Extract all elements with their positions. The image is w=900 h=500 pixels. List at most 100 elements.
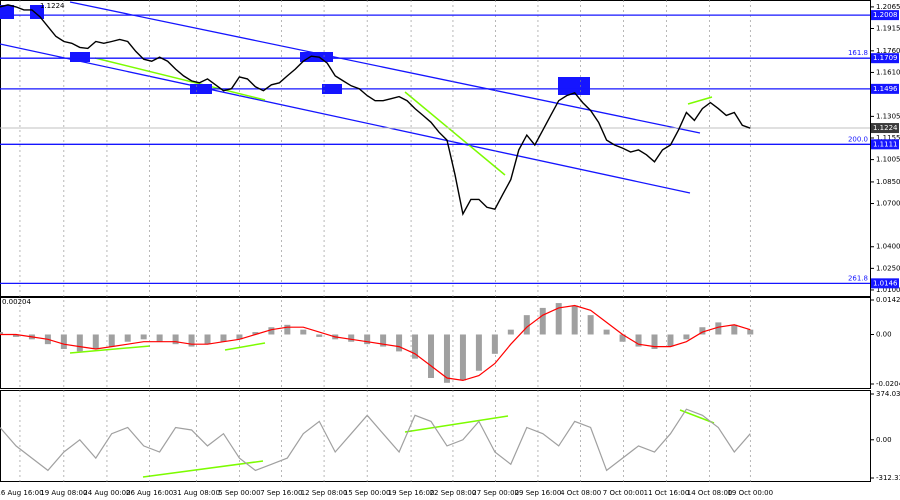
x-tick-label: 26 Aug 16:00: [126, 489, 173, 497]
histogram-bar: [300, 329, 307, 335]
histogram-bar: [603, 329, 610, 335]
divergence-line: [679, 409, 715, 424]
x-tick-label: 15 Sep 00:00: [344, 489, 391, 497]
histogram-bar: [475, 334, 482, 371]
marker: [0, 5, 14, 19]
divergence-line: [94, 57, 266, 101]
x-tick-label: 31 Aug 08:00: [173, 489, 220, 497]
histogram-bar: [412, 334, 419, 359]
divergence-line: [224, 342, 266, 351]
y-tick-label: -0.02049: [876, 380, 900, 388]
histogram-bar: [380, 334, 387, 347]
histogram-bar: [491, 334, 498, 354]
y-tick-label: 1.1915: [876, 25, 900, 33]
divergence-line: [404, 91, 506, 176]
marker: [558, 77, 590, 95]
histogram-bar: [428, 334, 435, 378]
histogram-bar: [571, 305, 578, 335]
divergence-line: [142, 460, 264, 478]
x-tick-label: 4 Oct 08:00: [560, 489, 601, 497]
histogram-bar: [236, 334, 243, 340]
histogram-bar: [12, 334, 19, 337]
level-label-box: [871, 10, 899, 21]
histogram-bar: [396, 334, 403, 352]
histogram-bar: [459, 334, 466, 381]
channel-lower: [0, 43, 691, 194]
level-label-box: [871, 53, 899, 64]
histogram-bar: [635, 334, 642, 347]
series-line: [0, 4, 751, 217]
histogram-bar: [268, 327, 275, 335]
panel-borders: [0, 0, 871, 482]
x-tick-label: 7 Oct 00:00: [603, 489, 644, 497]
histogram-bar: [667, 334, 674, 347]
histogram-bar: [124, 334, 131, 342]
level-label-box: [871, 278, 899, 289]
divergence-line: [69, 345, 151, 354]
histogram-bar: [92, 334, 99, 349]
macd-header: 0.00204: [2, 298, 31, 306]
series-line: [0, 304, 751, 382]
histogram-bar: [507, 329, 514, 335]
y-tick-label: -312.336: [876, 474, 900, 482]
cci-panel: [0, 390, 871, 482]
x-tick-label: 19 Oct 00:00: [727, 489, 773, 497]
level-label-box: [871, 139, 899, 150]
histogram-bar: [108, 334, 115, 347]
x-tick-label: 19 Aug 08:00: [40, 489, 87, 497]
x-tick-label: 29 Sep 16:00: [515, 489, 562, 497]
x-tick-label: 27 Sep 00:00: [472, 489, 519, 497]
last-price-box: [871, 123, 899, 134]
histogram-bar: [220, 334, 227, 342]
y-tick-label: 374.035: [876, 390, 900, 398]
histogram-bar: [156, 334, 163, 342]
x-tick-label: 7 Sep 16:00: [260, 489, 302, 497]
channel-upper: [69, 1, 701, 134]
histogram-bar: [539, 307, 546, 335]
histogram-bar: [443, 334, 450, 383]
histogram-bar: [555, 303, 562, 335]
histogram-bar: [364, 334, 371, 345]
level-label: 1.1496: [873, 85, 898, 93]
histogram-bar: [651, 334, 658, 349]
x-tick-label: 19 Sep 16:00: [388, 489, 435, 497]
divergence-line: [404, 415, 509, 433]
level-label: 1.2008: [873, 11, 898, 19]
level-label-box: [871, 83, 899, 94]
divergences: [69, 57, 715, 478]
histogram-bar: [587, 315, 594, 335]
y-tick-label: 1.1005: [876, 156, 900, 164]
level-label: 1.0146: [873, 279, 898, 287]
histogram-bar: [731, 324, 738, 335]
divergence-line: [687, 96, 713, 105]
marker: [70, 52, 90, 62]
histogram-bar: [699, 327, 706, 335]
header-text: 1.1224: [40, 2, 65, 10]
fib-label: 161.8: [848, 49, 868, 57]
y-tick-label: 1.2065: [876, 3, 900, 11]
histogram-bar: [188, 334, 195, 347]
series-line: [0, 408, 751, 472]
x-tick-label: 5 Sep 00:00: [218, 489, 260, 497]
y-tick-label: 1.0100: [876, 286, 900, 294]
y-tick-label: 1.1610: [876, 68, 900, 76]
histogram-bar: [60, 334, 67, 349]
channel: [0, 1, 701, 194]
x-tick-label: 14 Oct 08:00: [687, 489, 733, 497]
fib-label: 261.8: [848, 274, 868, 282]
y-tick-label: 0.00: [876, 436, 892, 444]
histogram-bar: [76, 334, 83, 352]
histogram-bar: [747, 329, 754, 335]
y-tick-label: 1.0250: [876, 264, 900, 272]
y-tick-label: 1.1760: [876, 47, 900, 55]
y-tick-label: 1.1305: [876, 112, 900, 120]
last-price-label: 1.1224: [873, 124, 898, 132]
histogram-bar: [140, 334, 147, 340]
fib-label: 200.0: [848, 135, 868, 143]
y-tick-label: 1.0700: [876, 200, 900, 208]
level-label: 1.1709: [873, 54, 898, 62]
histogram-bar: [0, 332, 3, 335]
histogram-bar: [172, 334, 179, 345]
